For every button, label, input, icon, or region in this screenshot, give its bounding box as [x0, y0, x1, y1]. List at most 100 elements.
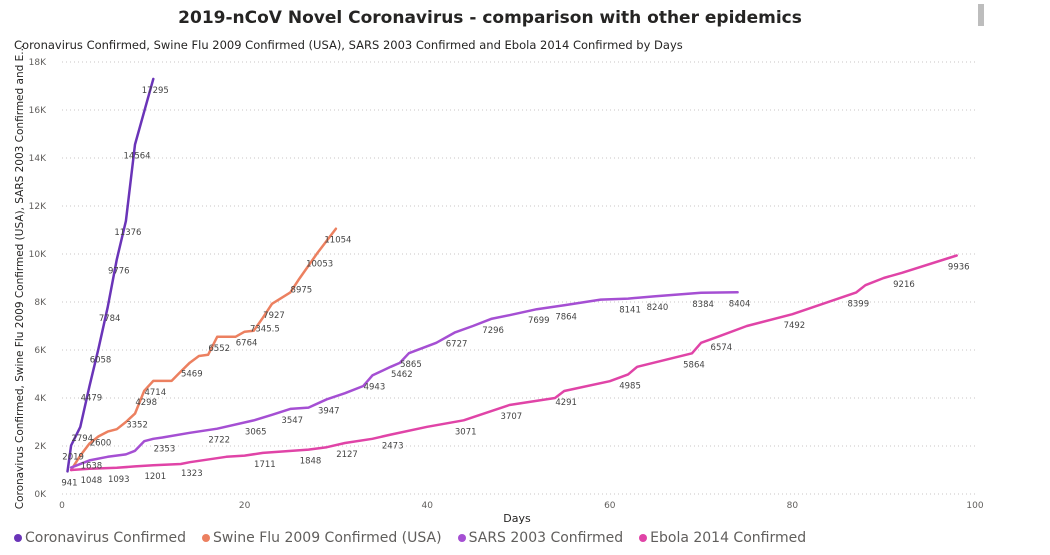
y-tick-label: 16K: [29, 106, 47, 116]
data-label: 2600: [90, 439, 112, 449]
series-line: [69, 291, 739, 469]
data-label: 1848: [300, 457, 322, 467]
data-label: 5462: [391, 370, 413, 380]
data-label: 8404: [729, 299, 751, 309]
data-label: 17295: [142, 86, 169, 96]
chart-title: 2019-nCoV Novel Coronavirus - comparison…: [178, 8, 802, 28]
data-label: 2473: [382, 442, 404, 452]
data-label: 7296: [482, 326, 504, 336]
data-label: 9936: [948, 263, 970, 273]
data-label: 1048: [81, 476, 103, 486]
legend-label: Ebola 2014 Confirmed: [650, 530, 807, 546]
data-label: 1093: [108, 475, 130, 485]
chart-gridlines: [62, 61, 975, 495]
data-label: 10053: [306, 260, 333, 270]
chart-plot: 0K 2K 4K 6K 8K 10K 12K 14K 16K 18K 0 20 40 60 80 100 94…: [14, 45, 984, 525]
data-label: 3352: [126, 421, 148, 431]
data-label: 5469: [181, 370, 203, 380]
data-label: 11376: [114, 228, 141, 238]
data-label: 2353: [154, 445, 176, 455]
legend-item[interactable]: SARS 2003 Confirmed: [457, 530, 624, 546]
series-line: [69, 254, 958, 472]
y-tick-label: 6K: [34, 346, 47, 356]
data-label: 11054: [324, 236, 351, 246]
scrollbar-thumb[interactable]: [978, 4, 984, 26]
legend-label: Coronavirus Confirmed: [25, 530, 187, 546]
y-tick-label: 18K: [29, 58, 47, 68]
data-label: 1201: [144, 472, 166, 482]
legend-item[interactable]: Ebola 2014 Confirmed: [639, 530, 806, 546]
data-label: 3065: [245, 427, 267, 437]
x-tick-label: 100: [966, 501, 983, 511]
y-tick-label: 4K: [34, 394, 47, 404]
data-label: 6727: [446, 340, 468, 350]
y-tick-label: 0K: [34, 490, 47, 500]
data-label: 7864: [555, 312, 577, 322]
y-tick-label: 14K: [29, 154, 47, 164]
data-label: 7784: [99, 314, 121, 324]
data-label: 6574: [711, 343, 733, 353]
data-label: 1323: [181, 469, 203, 479]
chart-legend: Coronavirus Confirmed Swine Flu 2009 Conf…: [14, 530, 806, 546]
data-label: 6552: [208, 344, 230, 354]
x-tick-label: 20: [239, 501, 251, 511]
legend-marker: [14, 534, 22, 542]
data-label: 14564: [124, 151, 151, 161]
y-tick-label: 8K: [34, 298, 47, 308]
chart-data-labels: 941 2019 2794 4479 6058 7784 9776 11376 14564 172…: [61, 86, 969, 488]
y-tick-label: 12K: [29, 202, 47, 212]
y-tick-label: 2K: [34, 442, 47, 452]
legend-label: SARS 2003 Confirmed: [468, 530, 624, 546]
data-label: 8975: [291, 286, 313, 296]
data-label: 2127: [336, 450, 358, 460]
data-label: 8384: [692, 300, 714, 310]
data-label: 4943: [364, 382, 386, 392]
legend-label: Swine Flu 2009 Confirmed (USA): [213, 530, 442, 546]
chart-subtitle: Coronavirus Confirmed, Swine Flu 2009 Co…: [14, 38, 683, 52]
data-label: 5865: [400, 360, 422, 370]
data-label: 2019: [62, 453, 84, 463]
data-label: 8399: [847, 299, 869, 309]
data-label: 4298: [135, 398, 157, 408]
data-label: 3947: [318, 406, 340, 416]
series-line: [66, 77, 155, 473]
data-label: 4291: [555, 398, 577, 408]
data-label: 6764: [236, 339, 258, 349]
x-tick-label: 40: [421, 501, 433, 511]
data-label: 8141: [619, 306, 641, 316]
x-tick-label: 80: [787, 501, 799, 511]
data-label: 9776: [108, 266, 130, 276]
y-axis-label: Coronavirus Confirmed, Swine Flu 2009 Co…: [14, 45, 26, 510]
legend-marker: [639, 534, 648, 542]
data-label: 6058: [90, 356, 112, 366]
data-label: 8240: [647, 303, 669, 313]
data-label: 7345.5: [250, 325, 280, 335]
data-label: 4714: [144, 388, 166, 398]
x-tick-label: 60: [604, 501, 616, 511]
data-label: 2722: [208, 436, 230, 446]
legend-item[interactable]: Coronavirus Confirmed: [14, 530, 186, 546]
data-label: 941: [61, 478, 77, 488]
legend-marker: [457, 534, 466, 542]
legend-item[interactable]: Swine Flu 2009 Confirmed (USA): [202, 530, 442, 546]
data-label: 3071: [455, 427, 477, 437]
data-label: 7492: [784, 321, 806, 331]
data-label: 2794: [71, 434, 93, 444]
series-line: [69, 227, 338, 472]
x-tick-label: 0: [59, 501, 65, 511]
chart-series: [66, 77, 958, 473]
data-label: 7927: [263, 311, 285, 321]
data-label: 9216: [893, 280, 915, 290]
y-tick-label: 10K: [29, 250, 47, 260]
data-label: 5864: [683, 360, 705, 370]
data-label: 3707: [501, 412, 523, 422]
chart-axes: 0K 2K 4K 6K 8K 10K 12K 14K 16K 18K 0 20 40 60 80 100: [29, 58, 984, 511]
data-label: 4985: [619, 381, 641, 391]
data-label: 3547: [281, 416, 303, 426]
data-label: 1711: [254, 460, 276, 470]
data-label: 1638: [81, 462, 103, 472]
x-axis-label: Days: [503, 512, 531, 525]
data-label: 4479: [81, 394, 103, 404]
data-label: 7699: [528, 316, 550, 326]
legend-marker: [202, 534, 211, 542]
